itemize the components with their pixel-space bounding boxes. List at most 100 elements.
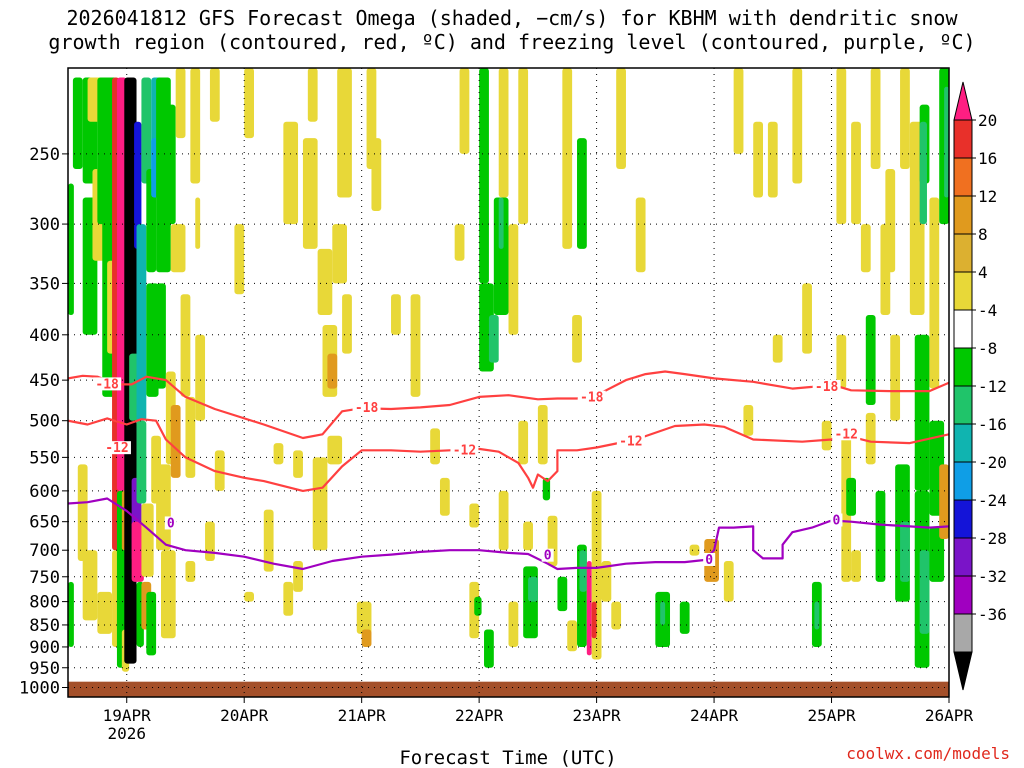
chart-title-line-2: growth region (contoured, red, ºC) and f…: [48, 30, 976, 54]
colorbar-segment: [953, 651, 973, 691]
colorbar-label: -20: [978, 453, 1007, 472]
omega-region: [185, 561, 196, 582]
dendritic-contour-minus12-line: [68, 417, 949, 492]
dendritic-contour-minus18-label-bg: [352, 401, 381, 415]
x-axis-title: Forecast Time (UTC): [399, 747, 616, 768]
omega-region: [293, 450, 303, 478]
y-tick-label: 850: [29, 616, 60, 636]
omega-region: [170, 404, 181, 478]
colorbar-segment: [953, 81, 973, 121]
omega-region: [753, 121, 764, 198]
omega-region: [312, 457, 328, 551]
omega-region: [616, 68, 626, 169]
colorbar-segment: [953, 233, 973, 273]
omega-region: [337, 68, 352, 198]
omega-region: [523, 521, 533, 551]
omega-region: [577, 138, 587, 249]
omega-region: [875, 490, 886, 582]
omega-region: [821, 420, 832, 451]
omega-region: [156, 283, 166, 389]
x-year-label: 2026: [107, 724, 146, 743]
omega-region: [293, 561, 303, 592]
omega-region: [356, 601, 372, 634]
credit-text: coolwx.com/models: [846, 744, 1010, 763]
omega-region: [929, 527, 945, 582]
omega-region: [660, 601, 666, 625]
omega-region: [586, 561, 592, 656]
omega-region: [557, 576, 568, 612]
dendritic-contour-minus18-label-bg: [93, 377, 122, 391]
omega-region: [508, 601, 519, 647]
terrain-fill: [68, 681, 949, 697]
omega-region: [273, 443, 284, 465]
colorbar-label: 8: [978, 225, 988, 244]
omega-region: [591, 601, 597, 639]
omega-region: [508, 224, 519, 335]
x-axis: 19APR 20APR 21APR 22APR 23APR 24APR 25APR 26APR…: [103, 697, 974, 768]
y-tick-label: 600: [29, 482, 60, 502]
omega-region: [244, 68, 254, 139]
y-tick-label: 250: [29, 145, 60, 165]
omega-region: [68, 183, 74, 316]
omega-region: [865, 412, 876, 465]
dendritic-contour-minus18-line: [68, 370, 949, 440]
omega-region: [836, 68, 847, 225]
omega-region: [802, 283, 812, 354]
x-tick-label: 22APR: [455, 706, 504, 725]
colorbar-label: -4: [978, 301, 997, 320]
dendritic-contour-minus12-label-bg: [616, 434, 645, 448]
dendritic-contour-minus18-label: -18: [355, 401, 379, 416]
omega-region: [195, 334, 206, 421]
omega-region: [846, 477, 857, 516]
x-tick-label: 26APR: [925, 706, 974, 725]
omega-region: [283, 581, 294, 616]
omega-region: [342, 294, 352, 354]
freezing-level-contour-label-bg: [703, 552, 716, 566]
omega-region: [562, 68, 573, 249]
freezing-level-contour-label: 0: [544, 549, 552, 564]
y-tick-label: 700: [29, 541, 60, 561]
omega-region: [170, 224, 186, 273]
omega-region: [327, 435, 343, 465]
omega-region: [488, 315, 499, 363]
omega-region: [160, 550, 176, 639]
omega-region: [68, 581, 74, 647]
omega-region: [307, 68, 318, 122]
omega-region: [332, 224, 347, 284]
omega-region: [136, 420, 147, 504]
dendritic-contour-minus12-label-bg: [450, 443, 479, 457]
omega-region: [263, 509, 274, 572]
colorbar-label: 4: [978, 263, 988, 282]
colorbar-segment: [953, 347, 973, 387]
omega-region: [371, 138, 382, 212]
x-tick-label: 23APR: [573, 706, 622, 725]
y-tick-label: 950: [29, 659, 60, 679]
omega-region: [851, 121, 861, 225]
omega-region: [836, 334, 847, 389]
y-tick-label: 400: [29, 326, 60, 346]
colorbar-label: -28: [978, 529, 1007, 548]
omega-region: [214, 450, 225, 491]
dendritic-contour-minus18-label-bg: [812, 379, 841, 393]
y-tick-label: 450: [29, 371, 60, 391]
y-tick-label: 1000: [19, 678, 60, 698]
omega-region: [528, 576, 538, 602]
y-tick-label: 500: [29, 412, 60, 432]
colorbar-label: -32: [978, 567, 1007, 586]
omega-region: [474, 596, 482, 616]
omega-region: [919, 121, 927, 225]
omega-region: [205, 521, 215, 562]
omega-region: [131, 521, 144, 582]
omega-region: [792, 68, 803, 184]
omega-region: [579, 550, 587, 592]
omega-region: [733, 68, 744, 154]
colorbar: 20 16 12 8 4 -4 -8 -12 -16 -20 -24 -28 -32 -36: [953, 81, 1007, 691]
colorbar-label: -12: [978, 377, 1007, 396]
omega-region: [439, 477, 450, 516]
omega-region: [919, 550, 930, 634]
omega-region: [454, 224, 465, 261]
omega-region: [814, 601, 820, 630]
colorbar-segment: [953, 613, 973, 653]
